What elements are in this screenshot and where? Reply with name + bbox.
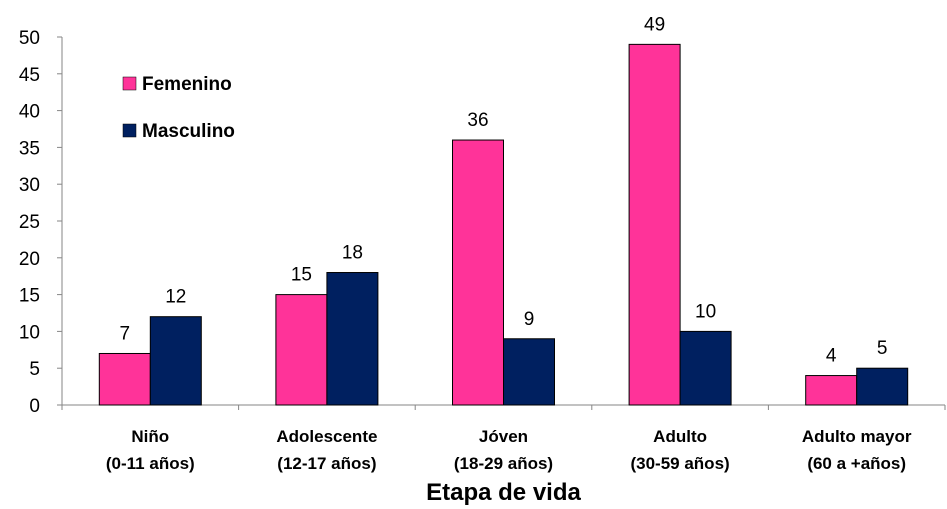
data-label-masculino-3: 10 bbox=[695, 301, 716, 322]
y-tick-label: 20 bbox=[19, 249, 40, 270]
legend-label-masculino: Masculino bbox=[142, 121, 235, 142]
data-label-masculino-2: 9 bbox=[524, 309, 535, 330]
y-tick-label: 25 bbox=[19, 212, 40, 233]
category-label-4: Adulto mayor (60 a +años) bbox=[802, 427, 912, 473]
y-tick-label: 50 bbox=[19, 28, 40, 49]
y-axis-ticks: 0 5 10 15 20 25 30 35 40 45 50 bbox=[19, 28, 62, 417]
category-label-1: Adolescente (12-17 años) bbox=[276, 427, 377, 473]
bar-femenino-0 bbox=[98, 352, 151, 406]
bar-masculino-3 bbox=[679, 330, 732, 406]
y-tick-label: 5 bbox=[29, 359, 40, 380]
data-label-masculino-1: 18 bbox=[342, 243, 363, 264]
y-tick-label: 35 bbox=[19, 138, 40, 159]
data-labels: 7 12 15 18 36 9 49 10 4 5 bbox=[120, 14, 888, 366]
bars bbox=[98, 43, 909, 406]
y-tick-label: 10 bbox=[19, 322, 40, 343]
category-label-3: Adulto (30-59 años) bbox=[630, 427, 729, 473]
bar-masculino-0 bbox=[149, 316, 202, 406]
bar-masculino-1 bbox=[326, 272, 379, 406]
y-tick-label: 15 bbox=[19, 286, 40, 307]
y-tick-label: 45 bbox=[19, 65, 40, 86]
category-labels: Niño (0-11 años) Adolescente (12-17 años) Jó… bbox=[106, 427, 912, 473]
y-tick-label: 30 bbox=[19, 175, 40, 196]
x-axis-title: Etapa de vida bbox=[426, 479, 581, 506]
legend: Femenino Masculino bbox=[122, 74, 235, 142]
y-tick-label: 40 bbox=[19, 102, 40, 123]
bar-femenino-2 bbox=[452, 139, 504, 406]
data-label-femenino-0: 7 bbox=[120, 323, 131, 344]
data-label-femenino-1: 15 bbox=[291, 265, 312, 286]
legend-swatch-femenino bbox=[122, 76, 137, 91]
data-label-femenino-2: 36 bbox=[467, 110, 488, 131]
data-label-masculino-0: 12 bbox=[165, 287, 186, 308]
data-label-femenino-4: 4 bbox=[826, 346, 837, 367]
category-label-2: Jóven (18-29 años) bbox=[454, 427, 553, 473]
legend-swatch-masculino bbox=[122, 123, 137, 138]
data-label-masculino-4: 5 bbox=[877, 338, 888, 359]
y-tick-label: 0 bbox=[29, 396, 40, 417]
bar-masculino-4 bbox=[856, 367, 909, 406]
bar-femenino-4 bbox=[805, 375, 858, 406]
legend-label-femenino: Femenino bbox=[142, 74, 232, 95]
category-label-0: Niño (0-11 años) bbox=[106, 427, 195, 473]
data-label-femenino-3: 49 bbox=[644, 14, 665, 35]
bar-femenino-1 bbox=[275, 294, 328, 406]
bar-femenino-3 bbox=[628, 43, 681, 406]
bar-masculino-2 bbox=[503, 338, 555, 406]
